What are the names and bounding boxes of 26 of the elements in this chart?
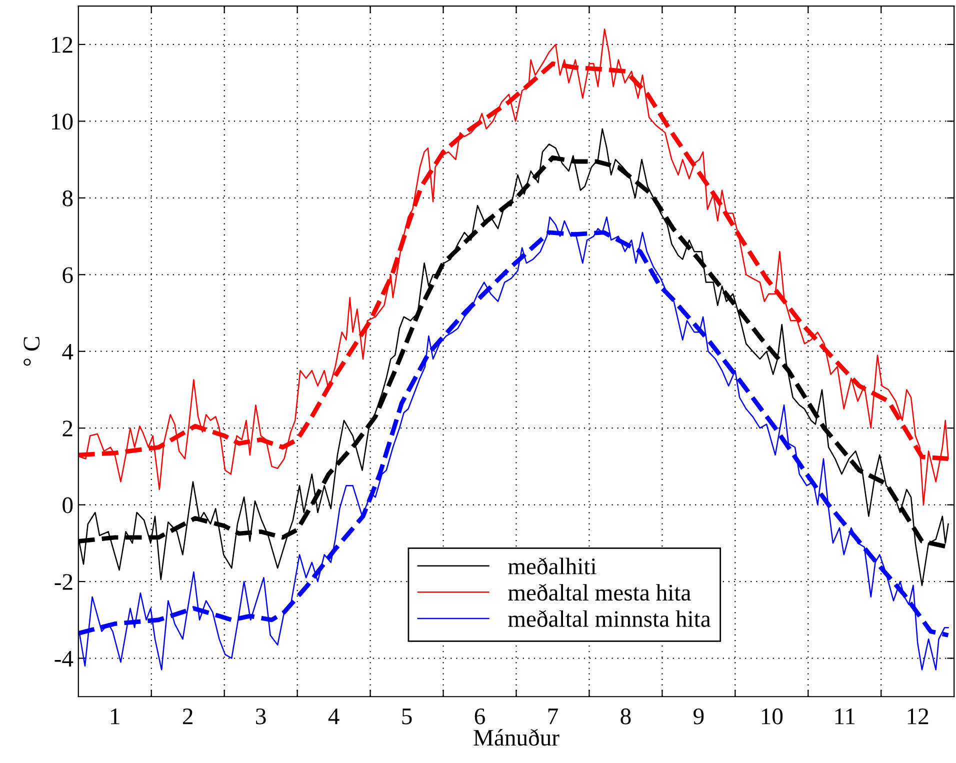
- y-tick-label: 6: [62, 267, 73, 284]
- x-tick-label: 1: [111, 708, 120, 724]
- x-tick-label: 12: [908, 708, 928, 724]
- legend-label: meðaltal mesta hita: [508, 584, 691, 601]
- x-tick-label: 10: [762, 708, 783, 724]
- y-tick-label: 2: [62, 420, 72, 436]
- x-tick-label: 6: [474, 708, 485, 724]
- x-tick-label: 4: [328, 708, 340, 724]
- y-tick-label: 8: [62, 190, 73, 206]
- y-tick-label: 0: [62, 497, 73, 514]
- y-tick-label: 4: [62, 344, 74, 360]
- x-tick-label: 11: [835, 708, 855, 724]
- x-tick-label: 3: [256, 708, 266, 724]
- x-tick-label: 9: [694, 708, 704, 724]
- x-tick-label: 2: [182, 708, 192, 724]
- legend-label: meðalhiti: [508, 558, 596, 574]
- x-tick-label: 8: [620, 708, 631, 724]
- y-tick-label: -2: [54, 574, 72, 590]
- x-axis-title: Mánuður: [474, 728, 560, 746]
- y-tick-label: 10: [52, 114, 73, 130]
- y-tick-label: 12: [52, 37, 72, 53]
- y-tick-label: -4: [54, 650, 74, 666]
- legend-label: meðaltal minnsta hita: [508, 610, 711, 627]
- x-tick-label: 5: [402, 708, 412, 724]
- y-axis-title: ° C: [24, 337, 40, 366]
- x-tick-label: 7: [548, 708, 558, 724]
